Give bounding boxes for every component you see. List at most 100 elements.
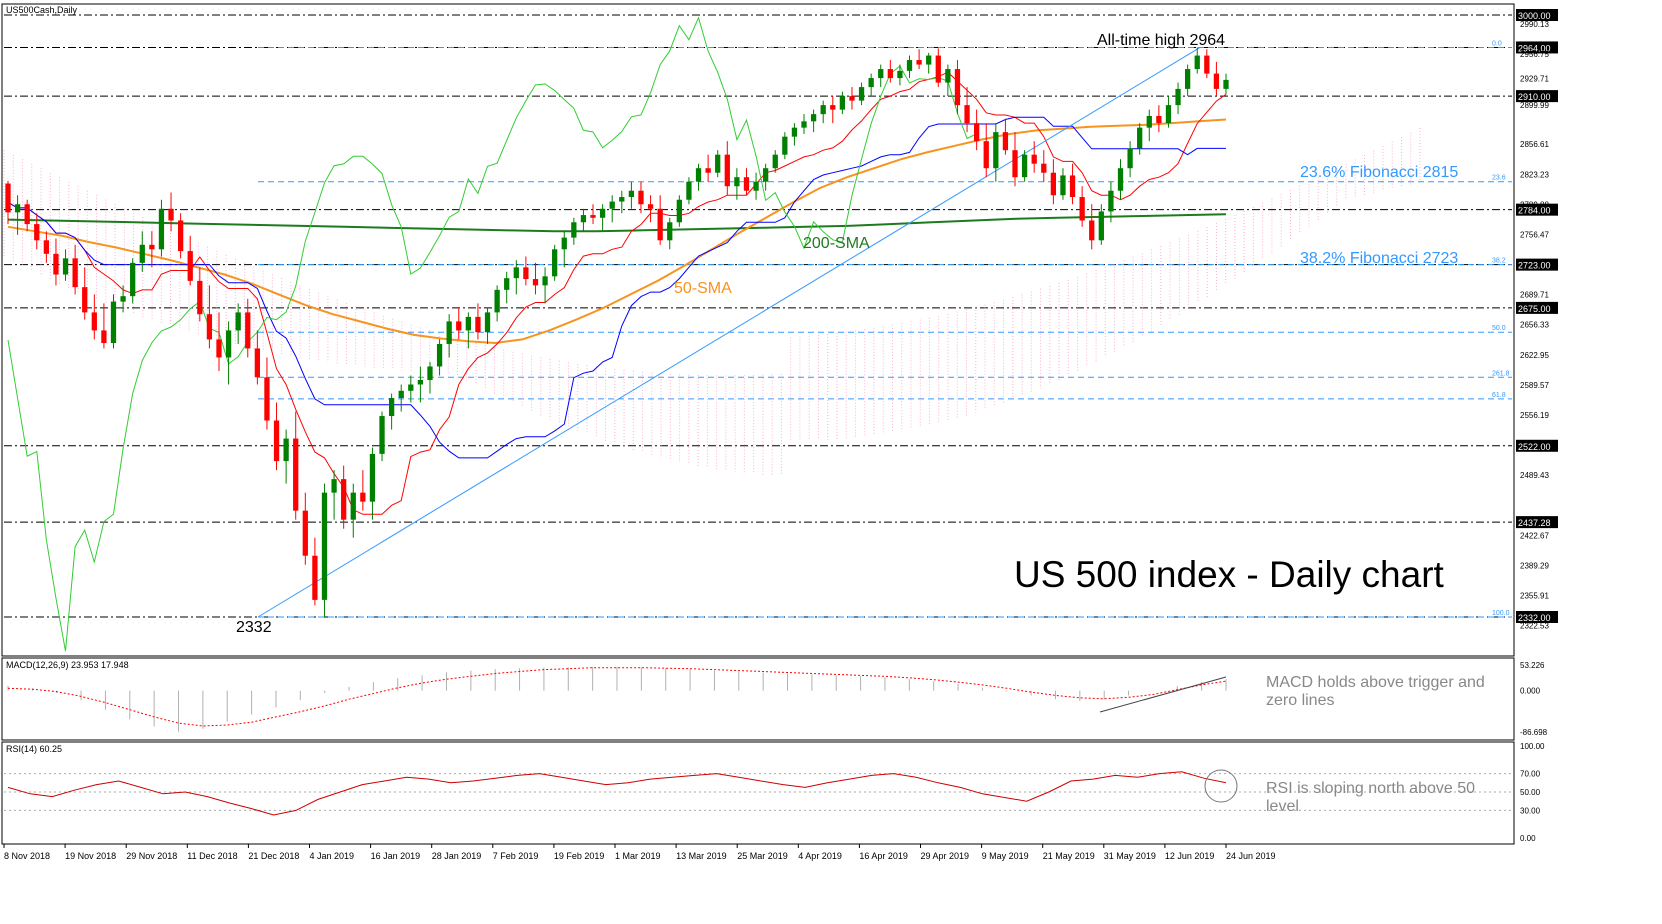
candle-body [1050,172,1057,196]
candle-body [743,177,750,191]
x-tick-label: 25 Mar 2019 [737,851,788,861]
candle-body [906,60,913,71]
candle-body [82,287,88,313]
sma50-line [7,118,1227,345]
price-marker-box [1516,9,1558,21]
fib-level-label: 23.6 [1492,175,1506,182]
candle-body [245,312,251,349]
candle-body [1156,115,1162,124]
sma200-line [7,213,1227,233]
candle-body [964,105,970,124]
rsi-y-tick: 50.00 [1520,788,1541,797]
macd-y-tick: 0.000 [1520,687,1541,696]
chart-caption: US 500 index - Daily chart [1014,554,1445,595]
candle-body [417,379,424,385]
x-tick-label: 16 Jan 2019 [371,851,421,861]
candle-body [619,197,625,202]
price-marker-label: 2723.00 [1518,261,1551,271]
candle-body [839,96,846,110]
price-marker-label: 2522.00 [1518,442,1551,452]
uptrend-line [257,47,1201,618]
y-tick-label: 2489.43 [1520,471,1549,480]
candle-body [139,244,145,263]
candle-body [312,555,318,600]
low-annotation: 2332 [236,619,272,636]
rsi-y-tick: 30.00 [1520,806,1541,815]
candle-body [1165,105,1172,124]
candle-body [1031,154,1037,164]
candle-body [878,69,884,79]
candle-body [868,78,874,88]
x-tick-label: 19 Feb 2019 [554,851,605,861]
candle-body [110,301,117,344]
candle-body [599,208,606,218]
x-tick-label: 4 Apr 2019 [798,851,842,861]
fib-level-label: 61.8 [1492,392,1506,399]
macd-annotation: MACD holds above trigger and zero lines [1266,674,1485,709]
candle-body [609,201,615,209]
rsi-line [7,771,1227,816]
chikou-line [7,16,977,652]
candle-body [1060,175,1066,196]
candle-body [1012,150,1018,178]
candle-body [791,127,798,137]
candle-body [177,220,184,252]
macd-signal-line [7,667,1227,727]
candle-body [1098,211,1104,241]
x-tick-label: 29 Nov 2018 [126,851,177,861]
candle-body [782,136,788,155]
price-marker-label: 2910.00 [1518,92,1551,102]
candle-body [1002,132,1009,151]
candle-body [715,154,721,173]
candle-body [1146,115,1152,128]
candle-body [206,314,213,340]
price-marker-label: 2964.00 [1518,43,1551,53]
x-tick-label: 29 Apr 2019 [921,851,970,861]
macd-trend-arrow [1099,676,1227,713]
candle-body [657,208,663,241]
candle-body [130,262,136,297]
ath-annotation: All-time high 2964 [1097,32,1225,49]
candle-body [321,492,328,600]
candle-body [408,384,414,391]
candle-body [993,132,999,169]
candle-body [197,280,203,315]
candle-body [446,321,452,344]
y-tick-label: 2990.13 [1520,20,1549,29]
candle-body [590,215,596,218]
candle-body [724,154,730,187]
candle-body [341,479,347,520]
x-tick-label: 31 May 2019 [1104,851,1156,861]
candle-body [686,181,692,200]
candle-body [561,237,567,250]
candle-body [552,249,558,277]
fib-level-label: 38.2 [1492,258,1506,265]
candle-body [494,289,500,313]
x-tick-label: 11 Dec 2018 [187,851,237,861]
candle-body [1089,220,1095,241]
price-marker-label: 2332.00 [1518,613,1551,623]
candles [5,47,1229,617]
candle-body [34,224,40,241]
candle-body [523,267,529,280]
candle-body [849,96,855,101]
candle-body [1127,148,1133,169]
price-marker-box [1516,258,1558,271]
candle-body [24,204,30,225]
y-tick-label: 2589.57 [1520,381,1549,390]
fib236-annotation: 23.6% Fibonacci 2815 [1300,164,1458,181]
y-tick-label: 2956.75 [1520,50,1549,59]
candle-body [954,69,961,106]
macd-plot: 53.226 0.000 -86.698 MACD holds above trigg… [7,661,1548,737]
rsi-label: RSI(14) 60.25 [6,744,62,754]
candle-body [1204,55,1210,74]
y-tick-label: 2789.88 [1520,200,1549,209]
candle-body [705,168,711,173]
candle-body [101,330,107,344]
candle-body [974,123,980,142]
candle-body [945,69,951,83]
candle-body [571,222,577,238]
y-tick-label: 2856.61 [1520,140,1549,149]
y-tick-label: 2656.33 [1520,321,1549,330]
